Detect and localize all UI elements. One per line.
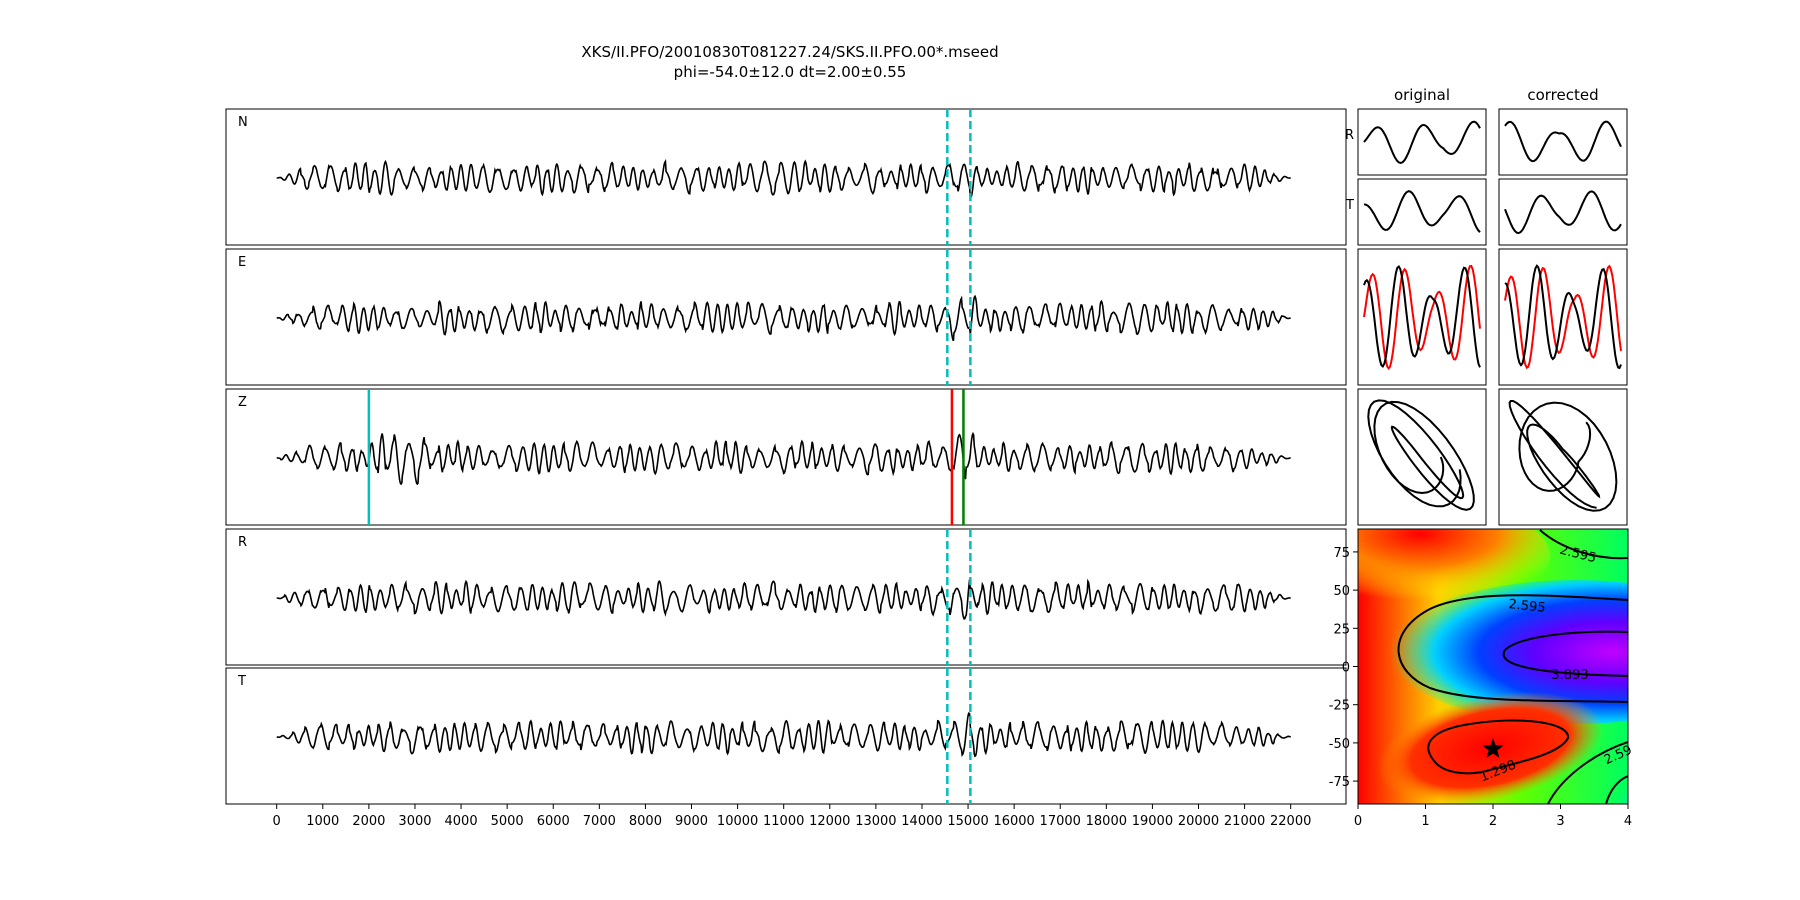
panel-label-n: N — [238, 115, 248, 130]
xtick-label: 21000 — [1224, 814, 1265, 829]
heat-xtick-label: 4 — [1624, 814, 1632, 829]
trace-e — [276, 294, 1291, 342]
heat-xtick-label: 0 — [1354, 814, 1362, 829]
xtick-label: 13000 — [855, 814, 896, 829]
panel-frame-e — [225, 248, 1347, 386]
xtick-label: 2000 — [352, 814, 385, 829]
xtick-label: 15000 — [947, 814, 988, 829]
pm-corrected-T — [1498, 178, 1628, 246]
xtick-label: 17000 — [1040, 814, 1081, 829]
trace-r — [276, 578, 1291, 620]
contour-label-3: 3.893 — [1551, 668, 1588, 683]
figure-title: XKS/II.PFO/20010830T081227.24/SKS.II.PFO… — [581, 43, 998, 61]
heat-ytick-label: 50 — [1333, 584, 1350, 599]
particle-motion-panels — [1357, 108, 1628, 526]
panel-frame-n — [225, 108, 1347, 246]
heat-ytick-label: -25 — [1329, 699, 1350, 714]
row-label-t: T — [1345, 198, 1354, 213]
heat-xtick-label: 1 — [1421, 814, 1429, 829]
xtick-label: 6000 — [537, 814, 570, 829]
panel-r: R — [225, 528, 1347, 666]
xtick-label: 8000 — [629, 814, 662, 829]
xtick-label: 20000 — [1178, 814, 1219, 829]
panel-label-e: E — [238, 255, 246, 270]
xtick-label: 3000 — [398, 814, 431, 829]
panel-t: T — [225, 667, 1347, 805]
pm-corrected-overlay — [1498, 248, 1628, 386]
heat-ytick-label: 25 — [1333, 622, 1350, 637]
panel-label-t: T — [237, 674, 246, 689]
xtick-label: 19000 — [1132, 814, 1173, 829]
panel-label-z: Z — [238, 395, 247, 410]
heat-xtick-label: 2 — [1489, 814, 1497, 829]
xtick-label: 12000 — [809, 814, 850, 829]
heat-ytick-label: -75 — [1329, 775, 1350, 790]
contour-label-2: 2.595 — [1508, 597, 1547, 616]
pm-original-particle-motion — [1357, 388, 1487, 526]
column-title-original: original — [1394, 86, 1450, 104]
xtick-label: 7000 — [583, 814, 616, 829]
figure-subtitle: phi=-54.0±12.0 dt=2.00±0.55 — [674, 63, 907, 81]
xtick-label: 4000 — [445, 814, 478, 829]
panel-e: E — [225, 248, 1347, 386]
trace-z — [276, 431, 1291, 486]
xtick-label: 5000 — [491, 814, 524, 829]
trace-n — [276, 158, 1291, 199]
xtick-label: 1000 — [306, 814, 339, 829]
heat-ytick-label: 75 — [1333, 546, 1350, 561]
xtick-label: 9000 — [675, 814, 708, 829]
panel-label-r: R — [238, 535, 247, 550]
xtick-label: 0 — [273, 814, 281, 829]
panel-n: N — [225, 108, 1347, 246]
xtick-label: 16000 — [993, 814, 1034, 829]
pm-original-overlay — [1357, 248, 1487, 386]
xtick-label: 22000 — [1270, 814, 1311, 829]
pm-corrected-R — [1498, 108, 1628, 176]
panel-frame-t — [225, 667, 1347, 805]
xtick-label: 11000 — [763, 814, 804, 829]
pm-original-T — [1357, 178, 1487, 246]
trace-t — [276, 711, 1292, 758]
best-fit-star — [1482, 738, 1504, 758]
seismogram-panels: N E Z R T 0 1000 2000 3000 4000 5000 6000 7000 8000 90… — [225, 108, 1347, 829]
xtick-label: 18000 — [1086, 814, 1127, 829]
column-title-corrected: corrected — [1527, 86, 1598, 104]
error-surface-axes: 0 1 2 3 4 75 50 25 0 -25 -50 -75 — [1329, 546, 1632, 829]
pm-original-R — [1357, 108, 1487, 176]
pm-corrected-particle-motion — [1498, 388, 1628, 526]
xtick-label: 14000 — [901, 814, 942, 829]
heat-ytick-label: 0 — [1342, 661, 1350, 676]
heat-ytick-label: -50 — [1329, 737, 1350, 752]
error-surface-heatmap — [1358, 529, 1628, 804]
panel-z: Z — [225, 388, 1347, 526]
heat-xtick-label: 3 — [1556, 814, 1564, 829]
row-label-r: R — [1345, 128, 1354, 143]
xtick-label: 10000 — [717, 814, 758, 829]
